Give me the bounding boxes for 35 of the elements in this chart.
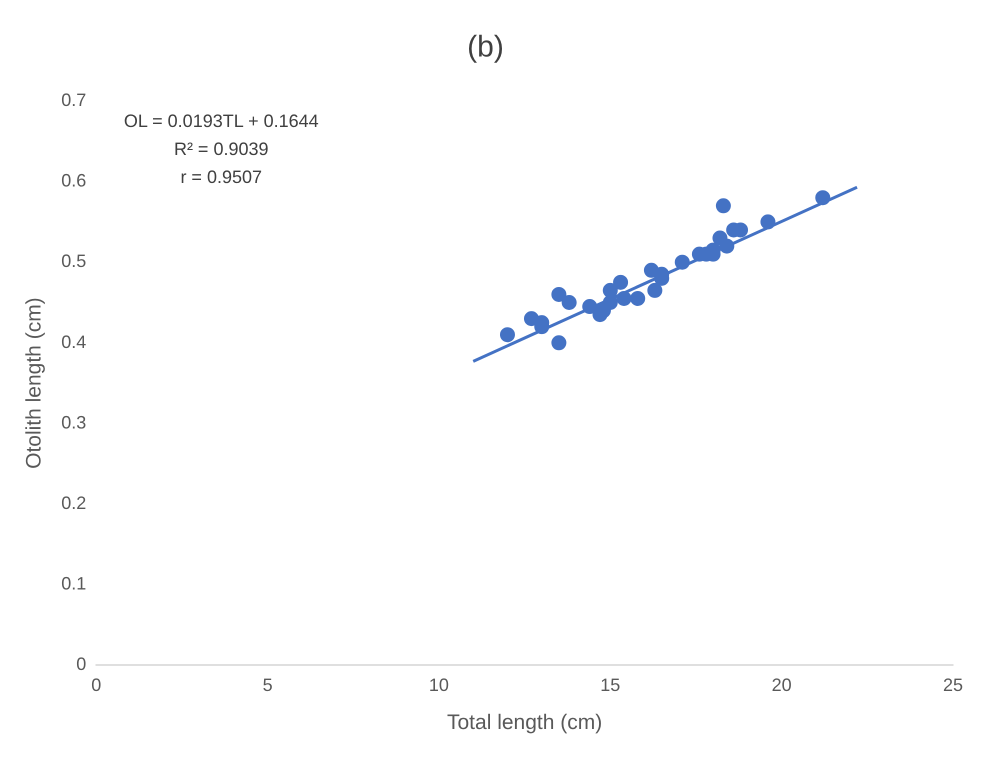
point	[562, 295, 577, 310]
point	[716, 198, 731, 214]
point	[815, 190, 830, 206]
x-tick-label: 5	[262, 674, 273, 695]
y-tick-label: 0.4	[61, 332, 86, 352]
point	[647, 282, 662, 298]
point	[551, 335, 566, 350]
point	[551, 286, 566, 302]
annotation: r = 0.9507	[180, 166, 262, 187]
y-tick-label: 0.3	[61, 412, 86, 432]
y-tick-label: 0.7	[61, 90, 86, 110]
point	[630, 290, 646, 306]
x-tick-label: 15	[600, 674, 620, 695]
y-tick-label: 0.1	[61, 574, 86, 594]
chart-title: (b)	[467, 30, 504, 64]
y-tick-label: 0.5	[61, 251, 86, 272]
annotation: R² = 0.9039	[174, 138, 269, 159]
point	[674, 254, 690, 270]
y-tick-label: 0.2	[61, 492, 86, 513]
x-tick-label: 25	[942, 674, 964, 695]
point	[760, 214, 776, 230]
x-tick-label: 10	[428, 674, 449, 695]
x-tick-label: 0	[91, 674, 102, 695]
point	[719, 238, 734, 254]
point	[602, 295, 618, 310]
point	[582, 299, 598, 314]
point	[613, 274, 628, 290]
point	[616, 290, 632, 306]
annotation: OL = 0.0193TL + 0.1644	[124, 110, 319, 131]
x-tick-label: 20	[772, 674, 792, 695]
y-tick-label: 0	[76, 654, 86, 674]
x-axis-title: Total length (cm)	[446, 711, 602, 734]
point	[500, 327, 515, 342]
y-axis-title: Otolith length (cm)	[22, 297, 46, 469]
y-tick-label: 0.6	[61, 170, 86, 191]
